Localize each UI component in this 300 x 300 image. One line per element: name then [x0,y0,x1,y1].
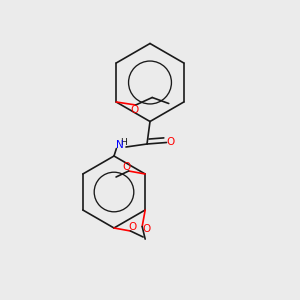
Text: O: O [143,224,151,234]
Text: O: O [122,162,130,172]
Text: O: O [130,105,138,116]
Text: N: N [116,140,123,151]
Text: H: H [120,138,127,147]
Text: O: O [129,222,137,232]
Text: O: O [166,137,174,147]
